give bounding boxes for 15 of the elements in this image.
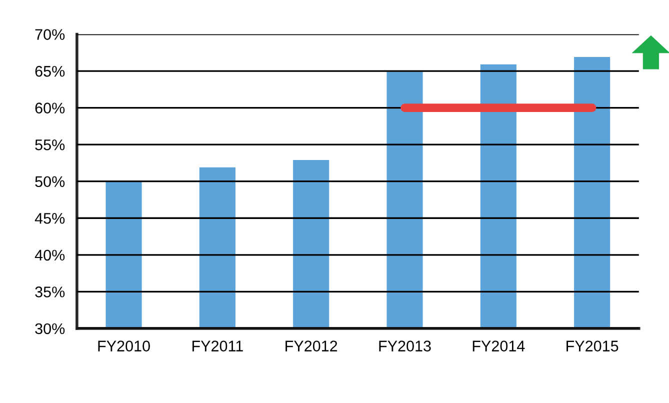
y-tick-label: 55% [35, 140, 65, 150]
x-tick-label: FY2015 [566, 340, 618, 352]
x-tick-label: FY2012 [286, 340, 338, 352]
x-tick-label: FY2010 [98, 340, 150, 352]
y-tick-label: 70% [35, 29, 65, 40]
x-tick-label: FY2011 [192, 340, 243, 352]
x-tick-label: FY2014 [472, 340, 525, 352]
y-tick-label: 50% [35, 176, 65, 188]
x-tick-label: FY2013 [379, 340, 431, 352]
y-tick-label: 35% [35, 286, 65, 298]
y-tick-label: 60% [35, 102, 65, 114]
y-tick-label: 30% [35, 323, 65, 334]
y-tick-label: 40% [34, 250, 65, 261]
y-tick-label: 45% [34, 213, 65, 224]
y-tick-label: 65% [35, 66, 65, 77]
